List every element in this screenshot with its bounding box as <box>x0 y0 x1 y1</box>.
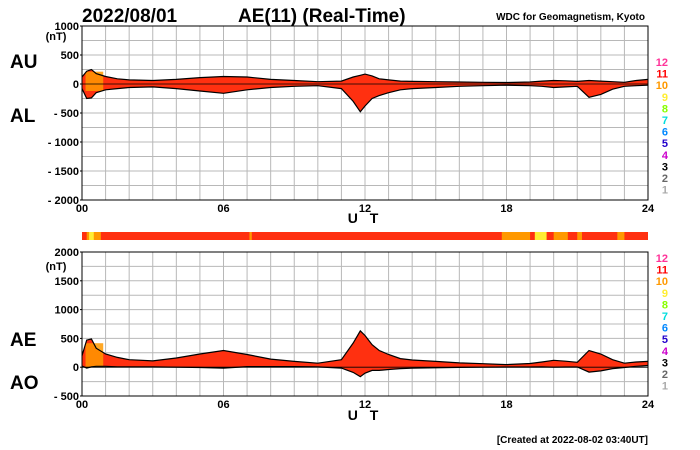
y-tick-label: 1000 <box>55 305 79 317</box>
al-label: AL <box>10 106 36 127</box>
station-bar-base <box>82 232 648 240</box>
au-al-panel: 1000 500 0 - 500 - 1000 - 1500 - 2000 00 06 12 18… <box>10 21 655 226</box>
created-timestamp: [Created at 2022-08-02 03:40UT] <box>497 435 648 446</box>
x-tick-label: 24 <box>642 203 655 215</box>
y-tick-label: 500 <box>61 333 79 345</box>
warm-accent <box>85 71 104 91</box>
station-count-label: 8 <box>662 299 668 311</box>
station-count-label: 3 <box>662 161 668 173</box>
station-count-label: 6 <box>662 127 668 139</box>
station-count-label: 5 <box>662 138 668 150</box>
y-tick-label: - 2000 <box>48 195 79 207</box>
station-count-label: 10 <box>656 276 668 288</box>
x-tick-label: 18 <box>500 203 512 215</box>
station-bar-segment <box>553 232 568 240</box>
au-al-x-label: U T <box>348 210 383 226</box>
au-al-x-ticks: 00 06 12 18 24 <box>76 203 655 215</box>
station-count-label: 12 <box>656 253 668 265</box>
y-tick-label: - 1000 <box>48 137 79 149</box>
x-tick-label: 06 <box>217 399 229 411</box>
station-count-label: 6 <box>662 323 668 335</box>
au-al-grid <box>82 26 648 200</box>
ae-ao-data <box>81 329 649 378</box>
x-tick-label: 06 <box>217 203 229 215</box>
station-count-label: 1 <box>662 185 668 197</box>
au-al-data <box>81 68 649 113</box>
ae-ao-grid <box>82 252 648 396</box>
station-count-label: 4 <box>662 346 669 358</box>
station-bar-segment <box>89 232 94 240</box>
warm-accent <box>85 343 104 368</box>
station-count-label: 1 <box>662 381 668 393</box>
station-count-label: 11 <box>656 265 668 277</box>
y-tick-label: 0 <box>73 79 79 91</box>
series-line-au <box>81 68 649 84</box>
x-tick-label: 24 <box>642 399 655 411</box>
y-tick-label: - 500 <box>54 391 79 403</box>
ao-label: AO <box>10 373 39 394</box>
y-tick-label: 0 <box>73 362 79 374</box>
y-tick-label: - 1500 <box>48 166 79 178</box>
header-title: AE(11) (Real-Time) <box>238 6 406 27</box>
ae-ao-panel: 2000 1500 1000 500 0 - 500 00 06 12 18 24 (nT) AE… <box>10 247 655 423</box>
y-tick-label: 1000 <box>55 21 79 33</box>
station-bar-segment <box>577 232 582 240</box>
series-line-ao <box>81 364 649 378</box>
au-al-unit: (nT) <box>46 31 67 43</box>
ae-ao-unit: (nT) <box>46 261 67 273</box>
ae-label: AE <box>10 330 36 351</box>
x-tick-label: 12 <box>359 203 371 215</box>
y-tick-label: 500 <box>61 50 79 62</box>
station-count-label: 11 <box>656 69 668 81</box>
header-organization: WDC for Geomagnetism, Kyoto <box>496 12 645 23</box>
x-tick-label: 18 <box>500 399 512 411</box>
station-bar-segment <box>534 232 547 240</box>
station-count-label: 10 <box>656 80 668 92</box>
y-tick-label: 1500 <box>55 276 79 288</box>
station-count-label: 2 <box>662 369 668 381</box>
station-count-label: 7 <box>662 115 668 127</box>
y-tick-label: 2000 <box>55 247 79 259</box>
x-tick-label: 00 <box>76 399 88 411</box>
series-line-ae <box>81 329 649 366</box>
index-fill-band <box>82 69 648 112</box>
header-date: 2022/08/01 <box>82 6 178 27</box>
station-count-bar <box>82 232 648 240</box>
x-tick-label: 00 <box>76 203 88 215</box>
series-line-al <box>81 84 649 113</box>
index-fill-band <box>82 330 648 377</box>
station-count-label: 5 <box>662 334 668 346</box>
station-bar-segment <box>501 232 531 240</box>
station-bar-segment <box>617 232 625 240</box>
au-al-y-ticks: 1000 500 0 - 500 - 1000 - 1500 - 2000 <box>48 21 82 207</box>
station-count-label: 8 <box>662 103 668 115</box>
station-count-label: 9 <box>662 288 668 300</box>
ae-ao-x-ticks: 00 06 12 18 24 <box>76 399 655 411</box>
au-label: AU <box>10 52 37 73</box>
ae-ao-y-ticks: 2000 1500 1000 500 0 - 500 <box>54 247 82 403</box>
station-count-label: 9 <box>662 92 668 104</box>
station-count-label: 4 <box>662 150 669 162</box>
x-tick-label: 12 <box>359 399 371 411</box>
station-count-label: 7 <box>662 311 668 323</box>
station-bar-segment <box>249 232 252 240</box>
ae-ao-x-label: U T <box>348 407 383 423</box>
station-bar-segment <box>86 232 101 240</box>
station-count-label: 12 <box>656 57 668 69</box>
y-tick-label: - 500 <box>54 108 79 120</box>
station-count-label: 2 <box>662 173 668 185</box>
station-count-label: 3 <box>662 357 668 369</box>
ae-ao-frame <box>81 251 649 397</box>
